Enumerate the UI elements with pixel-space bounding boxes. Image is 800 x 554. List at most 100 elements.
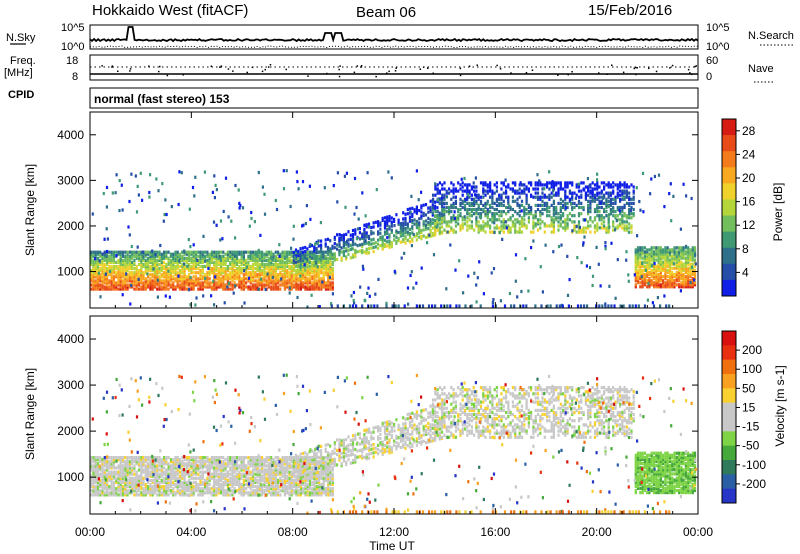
power-cell [315,269,318,273]
velocity-cell [126,462,129,466]
power-cell [461,199,464,203]
power-cell [573,191,576,195]
power-cell [213,250,216,254]
power-ytick-label: 4000 [57,128,84,142]
power-cell [245,269,248,273]
power-cell [222,287,225,291]
power-cell [258,269,261,273]
power-cell [320,285,323,289]
power-cell [374,241,377,245]
power-noise-cell [323,186,326,190]
power-cell [324,238,327,242]
velocity-cell [144,493,147,497]
power-cell [290,254,293,258]
power-cell [659,258,662,262]
power-noise-cell [482,292,485,296]
power-cell [327,271,330,275]
power-cell [183,264,186,269]
power-cell [247,271,250,275]
power-cell [135,267,138,271]
power-noise-cell [115,173,118,177]
power-noise-cell [118,179,121,183]
power-cell [176,254,179,258]
power-cell [201,269,204,273]
power-cell [536,195,540,199]
power-cell [495,218,498,222]
velocity-cell [126,480,129,484]
power-cell [108,254,111,258]
power-cell [582,226,585,230]
nsearch-bottom-tick: 10^0 [706,41,730,53]
power-cell [498,195,501,199]
velocity-cell [181,493,184,497]
power-cell [156,264,159,269]
power-cell [147,275,150,279]
power-cell [450,216,453,220]
power-noise-cell [164,294,167,298]
power-cell [163,273,166,277]
power-cell [379,231,382,235]
power-cell [534,203,537,207]
power-cell [263,279,266,283]
power-noise-cell [627,230,631,234]
velocity-cell [106,491,109,495]
power-cell [523,183,526,187]
velocity-cell [103,487,106,491]
power-noise-cell [234,236,237,240]
power-cell [133,262,136,267]
velocity-cell [149,485,152,489]
power-cell [112,285,115,289]
power-cell [256,262,259,267]
power-cell [247,279,250,283]
velocity-cell [147,485,150,489]
power-cell [283,260,286,264]
power-cell [541,191,544,195]
power-cell [438,191,441,195]
power-cell [530,230,533,234]
power-noise-cell [212,279,215,283]
power-cell [331,254,334,259]
power-cell [367,241,371,245]
power-cell [625,195,628,199]
power-cell [204,250,207,254]
power-cell [160,269,163,273]
power-cell [612,222,615,226]
power-cell [459,201,462,205]
power-cell [110,283,113,287]
power-cell [477,212,480,216]
power-cell [165,285,168,289]
power-cell [235,271,239,275]
power-cell [630,226,633,230]
power-cell [185,275,188,279]
power-cell [505,224,508,228]
power-cell [215,252,218,256]
power-cell [598,191,601,195]
power-cell [169,260,172,264]
power-cell [539,222,542,226]
power-cell [135,275,138,279]
power-cell [106,267,109,271]
power-noise-cell [130,283,133,288]
power-near-cell [391,304,394,308]
power-cell [279,256,282,260]
power-near-cell [415,304,418,308]
power-cell [593,207,597,212]
power-cell [176,277,179,281]
power-cell [94,269,97,273]
power-colorbar-swatch [722,279,736,297]
power-cell [263,256,266,260]
power-noise-cell [436,198,440,202]
power-cell [117,267,120,271]
power-cell [536,183,540,187]
power-cell [628,212,631,216]
power-cell [318,271,321,275]
power-cell [379,221,382,225]
velocity-cell [99,456,102,460]
power-cell [277,258,280,262]
power-cell [318,256,321,260]
power-noise-cell [221,237,224,241]
power-cell [680,266,683,270]
power-cell [153,277,156,281]
power-cell [156,275,159,279]
velocity-cell [188,482,191,487]
